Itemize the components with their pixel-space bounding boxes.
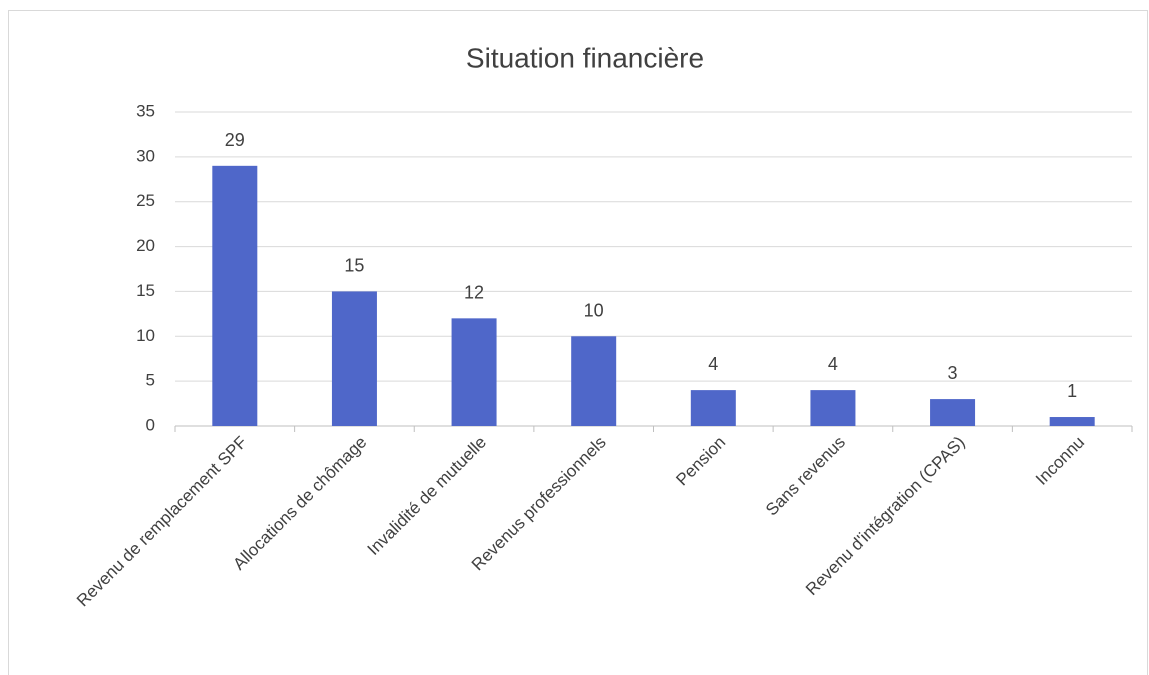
y-tick-label: 25 [136,191,155,210]
y-tick-label: 5 [146,371,155,390]
x-tick-label: Invalidité de mutuelle [364,433,490,559]
y-tick-label: 20 [136,236,155,255]
data-label: 29 [225,130,245,150]
x-tick-label: Pension [672,433,729,490]
data-label: 10 [584,300,604,320]
data-label: 3 [948,363,958,383]
data-label: 12 [464,282,484,302]
bar [1049,417,1095,426]
data-label: 4 [828,354,838,374]
y-tick-label: 15 [136,281,155,300]
data-label: 15 [344,255,364,275]
x-tick-label: Allocations de chômage [229,433,370,574]
x-tick-label: Revenu de remplacement SPF [73,433,251,611]
x-tick-label: Inconnu [1032,433,1088,489]
bar [331,291,377,426]
bar [571,336,617,426]
bar [451,318,497,426]
y-tick-label: 30 [136,146,155,165]
bar [930,399,976,426]
chart-border [8,10,1148,675]
x-tick-label: Revenus professionnels [468,433,610,575]
bar [212,165,258,427]
data-label: 1 [1067,381,1077,401]
bar [810,390,856,426]
x-tick-label: Sans revenus [762,433,849,520]
data-label: 4 [708,354,718,374]
y-tick-label: 10 [136,326,155,345]
bar [690,390,736,426]
y-tick-label: 35 [136,101,155,120]
y-tick-label: 0 [146,415,155,434]
chart-title: Situation financière [466,42,704,73]
